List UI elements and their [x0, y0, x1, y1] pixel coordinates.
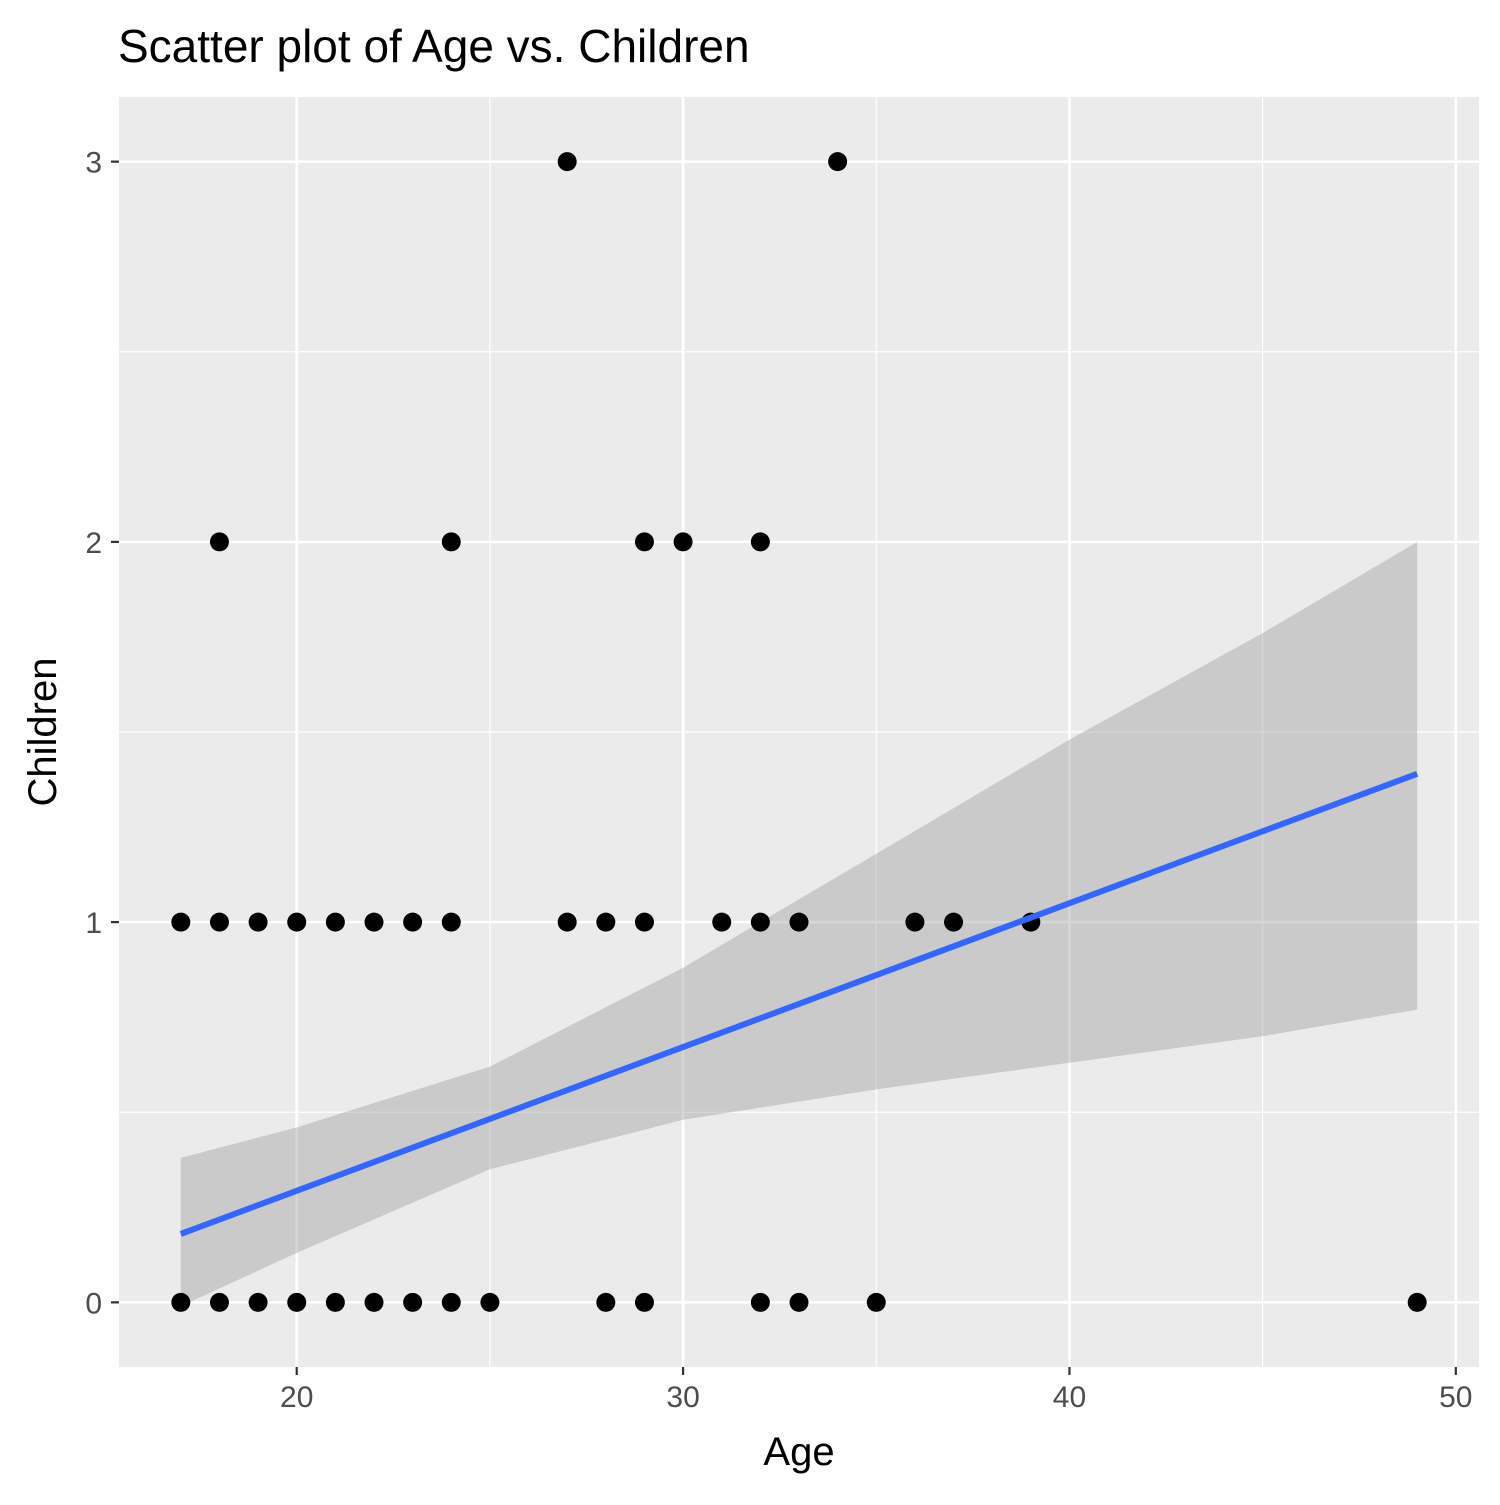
data-point [1407, 1292, 1427, 1312]
data-point [364, 912, 384, 932]
data-point [364, 1292, 384, 1312]
y-tick-label: 0 [85, 1287, 102, 1320]
data-point [905, 912, 925, 932]
data-point [325, 912, 345, 932]
data-point [944, 912, 964, 932]
x-axis-title: Age [763, 1430, 834, 1474]
data-point [441, 912, 461, 932]
data-point [171, 1292, 191, 1312]
x-tick-label: 50 [1439, 1381, 1472, 1414]
y-axis-title: Children [21, 658, 65, 807]
y-tick-label: 3 [85, 147, 102, 180]
data-point [634, 912, 654, 932]
data-point [673, 532, 693, 552]
data-point [287, 912, 307, 932]
data-point [596, 912, 616, 932]
trend-line-layer [179, 771, 1419, 1237]
y-axis: 0 1 2 3 [85, 147, 119, 1320]
data-point [596, 1292, 616, 1312]
data-point [441, 532, 461, 552]
data-point [325, 1292, 345, 1312]
data-point [248, 912, 268, 932]
trend-line [179, 771, 1419, 1237]
minor-gridlines [119, 97, 1479, 1367]
data-point [171, 912, 191, 932]
y-tick-label: 1 [85, 907, 102, 940]
data-point [403, 912, 423, 932]
data-points [171, 152, 1427, 1312]
data-point [789, 1292, 809, 1312]
data-point [789, 912, 809, 932]
chart-title: Scatter plot of Age vs. Children [118, 20, 750, 72]
data-point [866, 1292, 886, 1312]
data-point [287, 1292, 307, 1312]
data-point [248, 1292, 268, 1312]
data-point [557, 152, 577, 172]
x-tick-label: 40 [1053, 1381, 1086, 1414]
data-point [557, 912, 577, 932]
data-point [634, 1292, 654, 1312]
data-point [209, 532, 229, 552]
data-point [828, 152, 848, 172]
data-point [441, 1292, 461, 1312]
data-point [712, 912, 732, 932]
data-point [750, 912, 770, 932]
data-point [403, 1292, 423, 1312]
data-point [209, 912, 229, 932]
data-point [480, 1292, 500, 1312]
data-point [634, 532, 654, 552]
x-axis: 20 30 40 50 [280, 1367, 1473, 1414]
y-tick-label: 2 [85, 527, 102, 560]
x-tick-label: 20 [280, 1381, 313, 1414]
x-tick-label: 30 [666, 1381, 699, 1414]
data-point [750, 532, 770, 552]
data-point [750, 1292, 770, 1312]
data-point [209, 1292, 229, 1312]
